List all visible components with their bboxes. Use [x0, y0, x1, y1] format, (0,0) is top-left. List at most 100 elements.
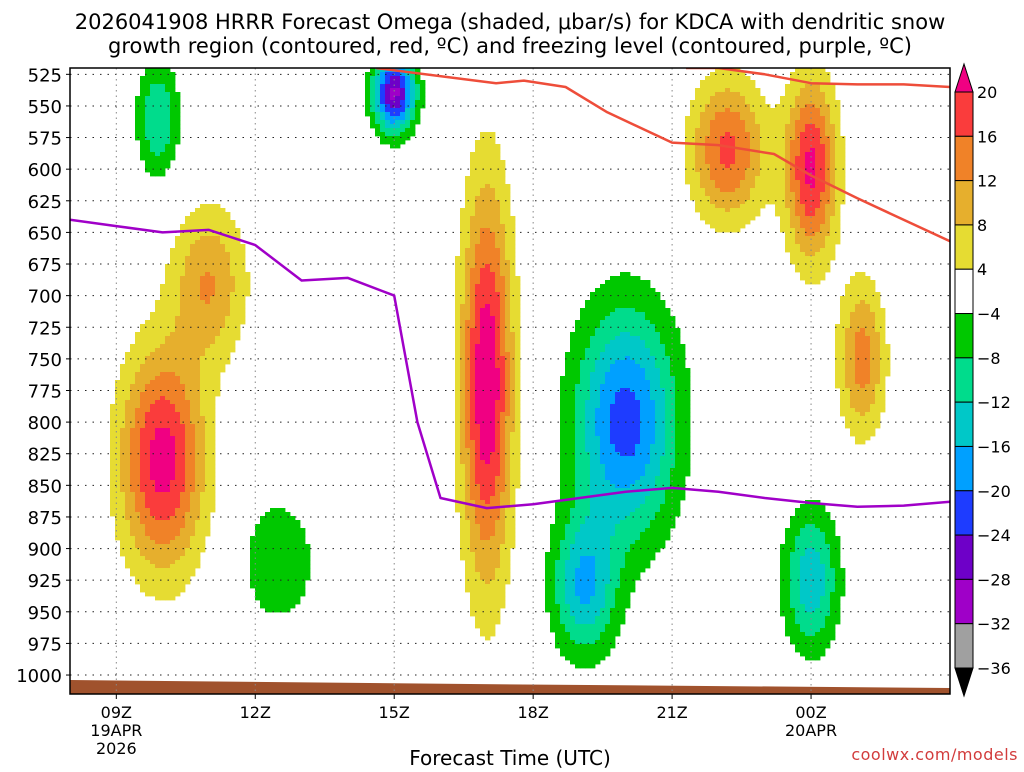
omega-cell: [580, 372, 586, 377]
omega-cell: [495, 428, 501, 433]
omega-cell: [165, 496, 171, 501]
omega-cell: [610, 544, 616, 549]
omega-cell: [470, 416, 476, 421]
omega-cell: [460, 216, 466, 221]
omega-cell: [240, 276, 246, 281]
omega-cell: [470, 220, 476, 225]
omega-cell: [165, 68, 171, 73]
omega-cell: [160, 464, 166, 469]
omega-cell: [560, 392, 566, 397]
omega-cell: [170, 324, 176, 329]
omega-cell: [145, 332, 151, 337]
omega-cell: [175, 500, 181, 505]
omega-cell: [625, 380, 631, 385]
omega-cell: [470, 380, 476, 385]
omega-cell: [500, 164, 506, 169]
omega-cell: [200, 500, 206, 505]
omega-cell: [495, 280, 501, 285]
omega-cell: [300, 540, 306, 545]
omega-cell: [200, 244, 206, 249]
omega-cell: [200, 416, 206, 421]
omega-cell: [590, 608, 596, 613]
omega-cell: [595, 608, 601, 613]
omega-cell: [270, 608, 276, 613]
omega-cell: [120, 516, 126, 521]
omega-cell: [210, 408, 216, 413]
omega-cell: [570, 380, 576, 385]
omega-cell: [480, 352, 486, 357]
omega-cell: [285, 552, 291, 557]
omega-cell: [145, 544, 151, 549]
omega-cell: [200, 236, 206, 241]
omega-cell: [465, 232, 471, 237]
omega-cell: [590, 580, 596, 585]
omega-cell: [590, 640, 596, 645]
omega-cell: [150, 456, 156, 461]
omega-cell: [490, 468, 496, 473]
omega-cell: [455, 492, 461, 497]
omega-cell: [200, 444, 206, 449]
omega-cell: [490, 592, 496, 597]
omega-cell: [575, 332, 581, 337]
omega-cell: [480, 260, 486, 265]
omega-cell: [620, 288, 626, 293]
omega-cell: [475, 332, 481, 337]
omega-cell: [625, 312, 631, 317]
omega-cell: [160, 516, 166, 521]
omega-cell: [555, 536, 561, 541]
omega-cell: [470, 536, 476, 541]
omega-cell: [510, 312, 516, 317]
omega-cell: [590, 428, 596, 433]
omega-cell: [565, 584, 571, 589]
omega-cell: [240, 244, 246, 249]
omega-cell: [125, 540, 131, 545]
omega-cell: [565, 412, 571, 417]
omega-cell: [590, 536, 596, 541]
omega-cell: [580, 460, 586, 465]
omega-cell: [415, 100, 421, 105]
omega-cell: [510, 304, 516, 309]
omega-cell: [505, 316, 511, 321]
omega-cell: [510, 456, 516, 461]
omega-cell: [610, 548, 616, 553]
omega-cell: [510, 256, 516, 261]
omega-cell: [610, 576, 616, 581]
omega-cell: [620, 276, 626, 281]
omega-cell: [170, 72, 176, 77]
omega-cell: [225, 320, 231, 325]
omega-cell: [510, 292, 516, 297]
omega-cell: [580, 580, 586, 585]
omega-cell: [150, 460, 156, 465]
omega-cell: [600, 508, 606, 513]
omega-cell: [200, 548, 206, 553]
omega-cell: [555, 528, 561, 533]
omega-cell: [600, 540, 606, 545]
omega-cell: [160, 468, 166, 473]
omega-cell: [615, 600, 621, 605]
omega-cell: [480, 632, 486, 637]
omega-cell: [485, 156, 491, 161]
omega-cell: [495, 400, 501, 405]
omega-cell: [570, 520, 576, 525]
omega-cell: [505, 432, 511, 437]
omega-cell: [590, 512, 596, 517]
omega-cell: [395, 92, 401, 97]
omega-cell: [145, 564, 151, 569]
omega-cell: [590, 564, 596, 569]
omega-cell: [465, 392, 471, 397]
omega-cell: [575, 360, 581, 365]
omega-cell: [125, 500, 131, 505]
omega-cell: [595, 336, 601, 341]
omega-cell: [110, 508, 116, 513]
omega-cell: [225, 344, 231, 349]
omega-cell: [465, 364, 471, 369]
omega-cell: [215, 236, 221, 241]
omega-cell: [460, 524, 466, 529]
omega-cell: [620, 324, 626, 329]
omega-cell: [200, 456, 206, 461]
omega-cell: [195, 480, 201, 485]
omega-cell: [135, 564, 141, 569]
omega-cell: [265, 564, 271, 569]
omega-cell: [380, 100, 386, 105]
omega-cell: [605, 516, 611, 521]
